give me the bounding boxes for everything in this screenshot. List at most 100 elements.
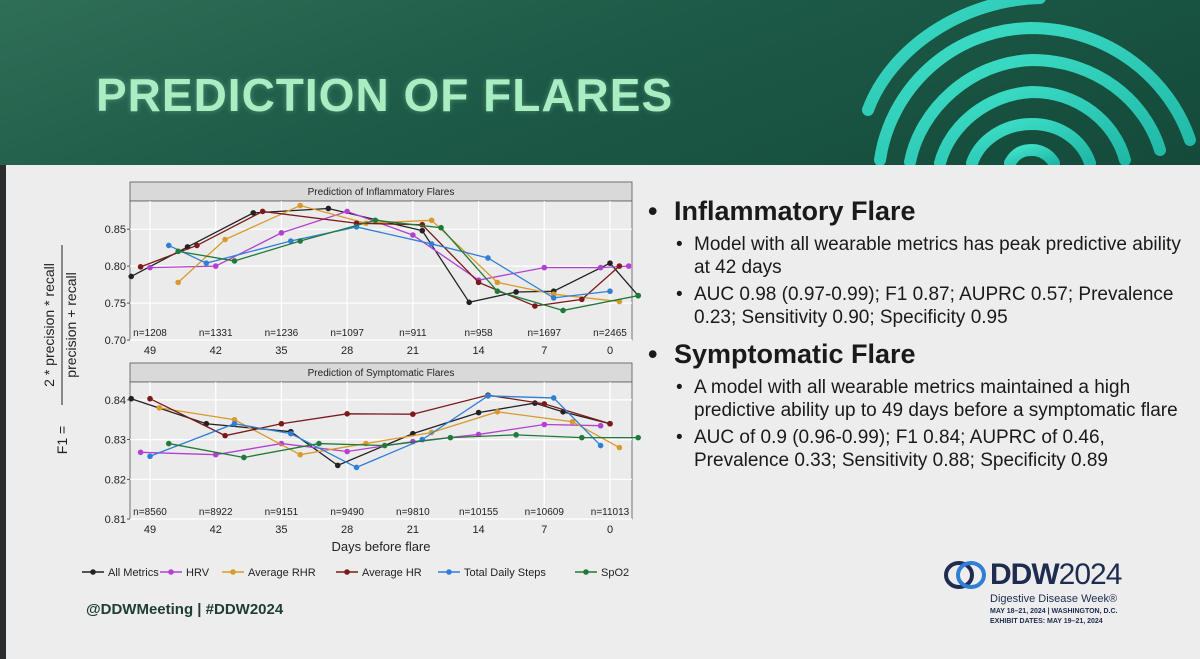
x-tick-label: 14 — [472, 345, 484, 357]
data-point — [344, 208, 350, 215]
sub-bullet: • AUC of 0.9 (0.96-0.99); F1 0.84; AUPRC… — [648, 426, 1188, 472]
legend-label: HRV — [186, 567, 210, 579]
y-tick-label: 0.82 — [105, 474, 126, 486]
data-point — [297, 451, 304, 458]
data-point — [353, 464, 360, 471]
fingerprint-graphic — [862, 0, 1196, 165]
sample-size-label: n=1236 — [265, 328, 299, 339]
y-tick-label: 0.84 — [105, 395, 126, 407]
sample-size-label: n=2465 — [593, 328, 627, 339]
x-tick-label: 0 — [607, 524, 613, 536]
data-point — [278, 420, 285, 427]
data-point — [569, 418, 576, 425]
x-tick-label: 21 — [407, 524, 419, 536]
data-point — [334, 462, 341, 469]
legend-swatch-point — [230, 569, 236, 575]
slide-title: PREDICTION OF FLARES — [96, 69, 674, 121]
data-point — [579, 296, 585, 303]
ddw-wordmark: DDW2024 — [990, 558, 1123, 592]
x-tick-label: 42 — [210, 524, 222, 536]
x-tick-label: 35 — [275, 345, 287, 357]
legend-label: SpO2 — [601, 567, 629, 579]
data-point — [288, 238, 294, 244]
bullet-dot-icon: • — [676, 377, 683, 398]
data-point — [579, 434, 585, 441]
legend-swatch-point — [583, 569, 589, 575]
sample-size-label: n=1331 — [199, 328, 233, 339]
data-point — [494, 288, 501, 295]
data-point — [607, 288, 613, 295]
legend-swatch-point — [446, 569, 452, 575]
social-handle: @DDWMeeting | #DDW2024 — [86, 601, 284, 618]
ddw-exhibit-dates: EXHIBIT DATES: MAY 19–21, 2024 — [990, 618, 1103, 625]
data-point — [203, 260, 210, 266]
x-tick-label: 7 — [541, 345, 547, 357]
legend-swatch-point — [90, 569, 96, 575]
legend-label: Average HR — [362, 567, 422, 579]
sub-bullet-text: AUC of 0.9 (0.96-0.99); F1 0.84; AUPRC o… — [694, 427, 1109, 471]
data-point — [635, 292, 641, 299]
sub-bullet: • AUC 0.98 (0.97-0.99); F1 0.87; AUPRC 0… — [648, 283, 1188, 329]
x-tick-label: 49 — [144, 345, 156, 357]
x-tick-label: 35 — [275, 524, 287, 536]
data-point — [485, 393, 491, 399]
data-point — [597, 264, 604, 271]
panel-title: Prediction of Symptomatic Flares — [308, 368, 455, 379]
sample-size-label: n=8922 — [199, 507, 233, 518]
ddw-logo: DDW2024 Digestive Disease Week® MAY 18–2… — [944, 558, 1164, 638]
data-point — [438, 224, 444, 231]
data-point — [259, 208, 266, 215]
legend-swatch-point — [344, 569, 350, 575]
ddw-year: 2024 — [1058, 558, 1123, 591]
series-line — [178, 219, 639, 312]
sample-size-label: n=8560 — [133, 507, 167, 518]
data-point — [607, 260, 613, 266]
series-line — [168, 226, 611, 299]
y-tick-label: 0.83 — [105, 435, 126, 447]
x-tick-label: 28 — [341, 524, 353, 536]
bullet-dot-icon: • — [676, 234, 683, 255]
data-point — [381, 442, 388, 449]
data-point — [625, 263, 632, 269]
sample-size-label: n=9490 — [330, 507, 364, 518]
bullet-dot-icon: • — [676, 427, 683, 448]
data-point — [231, 258, 238, 264]
data-point — [316, 440, 322, 447]
series-line — [149, 395, 602, 469]
slide-header: PREDICTION OF FLARES — [0, 0, 1200, 165]
series-line — [130, 207, 639, 304]
data-point — [410, 232, 416, 238]
data-point — [250, 210, 257, 216]
data-point — [147, 395, 153, 402]
y-tick-label: 0.81 — [105, 514, 126, 526]
y-label-numerator: 2 * precision * recall — [41, 263, 57, 387]
data-point — [231, 416, 238, 423]
data-point — [175, 279, 181, 286]
data-point — [344, 448, 350, 455]
data-point — [485, 255, 491, 261]
panel-title: Prediction of Inflammatory Flares — [308, 187, 455, 198]
data-point — [607, 420, 613, 427]
legend-label: All Metrics — [108, 567, 159, 579]
bullet-dot-icon: • — [676, 284, 683, 305]
data-point — [212, 451, 219, 458]
data-point — [560, 307, 566, 314]
legend-label: Average RHR — [248, 567, 316, 579]
data-point — [428, 217, 435, 224]
data-point — [231, 420, 238, 427]
bullet-dot-icon: • — [648, 339, 658, 369]
data-point — [212, 263, 219, 269]
y-axis-label: 2 * precision * recall precision + recall… — [41, 245, 79, 454]
bullet-heading: • Inflammatory Flare — [648, 196, 1188, 227]
sub-bullet-text: AUC 0.98 (0.97-0.99); F1 0.87; AUPRC 0.5… — [694, 284, 1174, 328]
data-point — [137, 264, 144, 270]
sample-size-label: n=1697 — [527, 328, 561, 339]
sample-size-label: n=11013 — [591, 507, 630, 518]
data-point — [513, 432, 519, 438]
sub-bullet: • A model with all wearable metrics main… — [648, 376, 1188, 422]
data-point — [147, 453, 153, 460]
data-point — [325, 205, 332, 212]
sample-size-label: n=10155 — [459, 507, 499, 518]
data-point — [419, 227, 426, 234]
